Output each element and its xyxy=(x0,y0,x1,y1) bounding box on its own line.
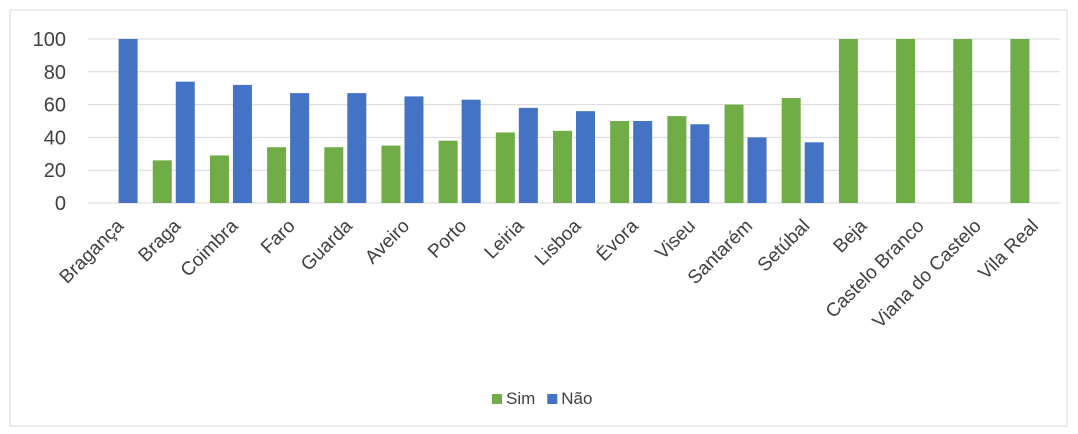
y-tick-label: 20 xyxy=(44,160,66,182)
bar xyxy=(175,81,195,203)
y-tick-label: 100 xyxy=(33,29,66,51)
bar xyxy=(724,104,744,203)
y-tick-label: 80 xyxy=(44,62,66,84)
chart-border xyxy=(9,9,1068,427)
bar xyxy=(781,98,801,203)
bar xyxy=(495,132,515,203)
bar xyxy=(1010,39,1030,203)
bar xyxy=(553,130,572,203)
bar xyxy=(381,145,401,203)
bar xyxy=(118,39,138,203)
legend-swatch xyxy=(492,394,502,404)
bar xyxy=(290,93,310,203)
bar xyxy=(209,155,229,203)
bar xyxy=(404,96,424,203)
bar xyxy=(838,39,858,203)
bar xyxy=(324,147,344,203)
bar xyxy=(804,142,824,203)
legend-label: Não xyxy=(561,389,592,408)
bar xyxy=(667,116,687,203)
bar xyxy=(896,39,916,203)
bar xyxy=(633,121,653,203)
bar xyxy=(347,93,367,203)
bar xyxy=(953,39,973,203)
bar xyxy=(438,140,458,203)
bar xyxy=(610,121,630,203)
y-tick-label: 40 xyxy=(44,127,66,149)
bar xyxy=(152,160,172,203)
bar xyxy=(267,147,287,203)
y-tick-label: 60 xyxy=(44,95,66,117)
bar xyxy=(518,107,538,203)
legend-label: Sim xyxy=(506,389,535,408)
legend-swatch xyxy=(547,394,558,404)
y-tick-label: 0 xyxy=(55,193,66,215)
bar xyxy=(576,111,595,203)
bar xyxy=(747,137,767,203)
bar xyxy=(461,99,481,203)
bar xyxy=(232,84,252,203)
bar xyxy=(690,124,710,203)
